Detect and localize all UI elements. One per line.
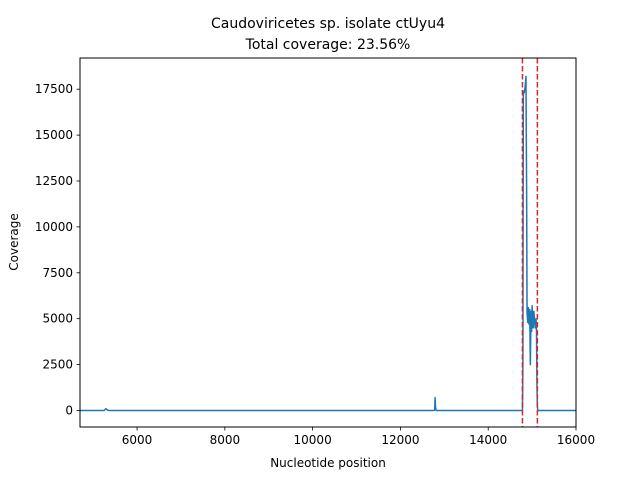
chart-title-line1: Caudoviricetes sp. isolate ctUyu4 xyxy=(211,16,445,32)
axes-frame xyxy=(79,57,577,428)
y-tick-label: 5000 xyxy=(42,312,73,326)
y-axis-label: Coverage xyxy=(7,213,21,271)
y-tick-label: 10000 xyxy=(35,220,73,234)
y-tick-label: 2500 xyxy=(42,358,73,372)
x-tick-label: 10000 xyxy=(294,433,332,447)
x-tick-label: 8000 xyxy=(210,433,241,447)
y-tick-label: 0 xyxy=(65,403,73,417)
x-tick-label: 16000 xyxy=(557,433,595,447)
y-tick-label: 7500 xyxy=(42,266,73,280)
y-tick-label: 15000 xyxy=(35,128,73,142)
chart-title-line2: Total coverage: 23.56% xyxy=(245,37,411,53)
x-axis-ticks: 6000 8000 10000 12000 14000 16000 xyxy=(122,427,595,447)
y-axis-ticks: 0 2500 5000 7500 10000 12500 15000 17500 xyxy=(35,82,80,417)
y-tick-label: 17500 xyxy=(35,82,73,96)
x-tick-label: 14000 xyxy=(469,433,507,447)
coverage-line-series-0 xyxy=(80,75,576,412)
plot-area xyxy=(80,58,576,427)
x-tick-label: 12000 xyxy=(381,433,419,447)
x-axis-label: Nucleotide position xyxy=(270,456,386,470)
x-tick-label: 6000 xyxy=(122,433,153,447)
y-tick-label: 12500 xyxy=(35,174,73,188)
